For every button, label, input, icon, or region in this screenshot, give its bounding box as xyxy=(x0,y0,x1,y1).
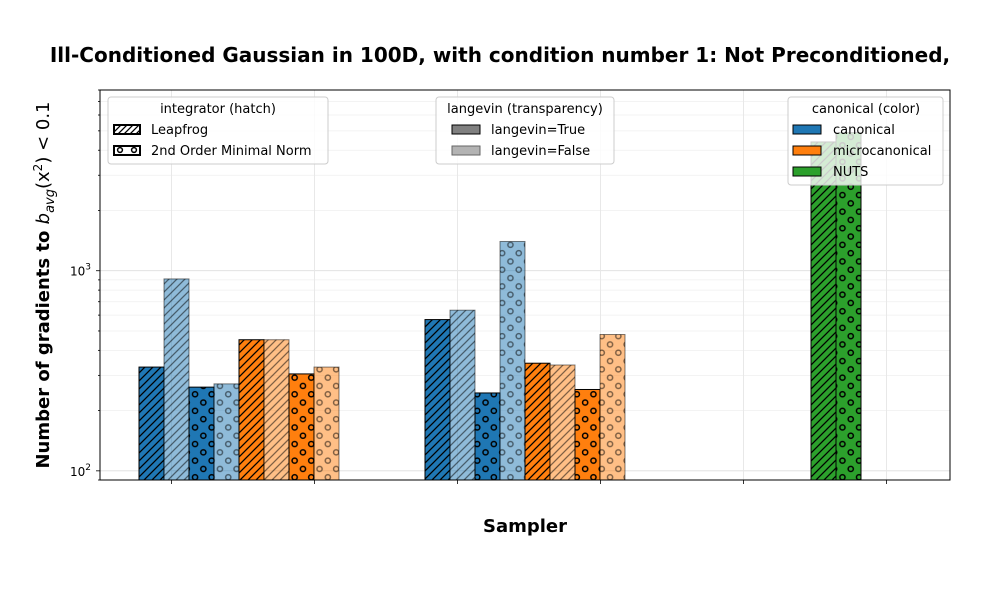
legend-label-langevin-false: langevin=False xyxy=(491,144,590,159)
bar-hatch xyxy=(525,363,550,480)
bar-canonical-minimal-norm-langevin-false xyxy=(213,383,240,481)
y-axis-label-sup: 2 xyxy=(31,164,45,172)
bar-microcanonical-minimal-norm-langevin-true xyxy=(574,388,601,481)
bar-hatch xyxy=(475,392,500,480)
y-axis-label-sub: avg xyxy=(43,189,58,213)
bar-nuts-leapfrog-langevin-true xyxy=(810,141,837,481)
legend-label-langevin-true: langevin=True xyxy=(491,123,585,138)
legend-label-nuts: NUTS xyxy=(833,165,868,180)
bar-canonical-minimal-norm-langevin-true xyxy=(188,386,215,481)
bar-hatch xyxy=(214,383,239,480)
y-axis-label: Number of gradients to bavg(x2) < 0.1 xyxy=(31,101,58,468)
bar-canonical-leapfrog-langevin-false xyxy=(449,309,476,481)
bar-hatch xyxy=(314,367,339,480)
legend-langevin: langevin (transparency) langevin=True la… xyxy=(435,96,615,165)
legend-label-minimal-norm: 2nd Order Minimal Norm xyxy=(151,144,311,159)
bar-hatch xyxy=(550,364,575,480)
x-axis-label: Sampler xyxy=(483,516,567,537)
bar-microcanonical-leapfrog-langevin-false xyxy=(263,339,290,481)
bar-hatch xyxy=(811,141,836,480)
bar-hatch xyxy=(139,367,164,480)
bar-hatch xyxy=(164,278,189,480)
bar-microcanonical-minimal-norm-langevin-false xyxy=(599,334,626,481)
bar-hatch xyxy=(239,339,264,480)
bar-hatch xyxy=(600,334,625,480)
bar-microcanonical-minimal-norm-langevin-true xyxy=(288,373,315,481)
y-axis-label-suffix: ) < 0.1 xyxy=(33,101,54,163)
bar-microcanonical-leapfrog-langevin-false xyxy=(549,364,576,481)
y-axis-label-prefix: Number of gradients to xyxy=(33,224,54,468)
legend-canonical-box xyxy=(787,96,944,186)
bar-canonical-minimal-norm-langevin-false xyxy=(499,240,526,481)
axis-ticks: 102 103 xyxy=(70,89,887,484)
bar-hatch xyxy=(575,389,600,480)
y-tick-label: 102 xyxy=(70,463,91,479)
legend-swatch-nuts xyxy=(792,166,822,177)
bar-microcanonical-leapfrog-langevin-true xyxy=(524,362,551,481)
legend-integrator-box xyxy=(107,96,329,165)
legend-langevin-title: langevin (transparency) xyxy=(447,102,603,117)
chart-title: Ill-Conditioned Gaussian in 100D, with c… xyxy=(50,43,950,67)
bar-hatch xyxy=(189,387,214,480)
bar-canonical-leapfrog-langevin-true xyxy=(138,366,165,481)
bar-hatch xyxy=(450,310,475,480)
legend-canonical: canonical (color) canonical microcanonic… xyxy=(787,96,944,186)
bar-hatch xyxy=(289,373,314,480)
bars xyxy=(138,132,862,481)
legend-label-microcanonical: microcanonical xyxy=(833,144,931,159)
y-tick-label: 103 xyxy=(70,263,91,279)
bar-nuts-minimal-norm-langevin-true xyxy=(835,132,862,481)
legend-integrator-title: integrator (hatch) xyxy=(160,102,276,117)
legend-integrator: integrator (hatch) Leapfrog 2nd Order Mi… xyxy=(107,96,329,165)
legend-swatch-leapfrog xyxy=(113,124,141,135)
legend-swatch-canonical xyxy=(792,124,822,135)
bar-canonical-leapfrog-langevin-false xyxy=(163,278,190,481)
bar-canonical-minimal-norm-langevin-true xyxy=(474,392,501,481)
bar-hatch xyxy=(264,339,289,480)
bar-hatch xyxy=(500,241,525,480)
legend-label-canonical: canonical xyxy=(833,123,895,138)
bar-canonical-leapfrog-langevin-true xyxy=(424,319,451,481)
legend-label-leapfrog: Leapfrog xyxy=(151,123,208,138)
bar-microcanonical-minimal-norm-langevin-false xyxy=(313,366,340,481)
bar-hatch xyxy=(425,319,450,480)
legend-swatch-langevin-true xyxy=(451,124,481,135)
bar-microcanonical-leapfrog-langevin-true xyxy=(238,339,265,481)
y-axis-label-b: b xyxy=(33,213,54,224)
plot-area-frame xyxy=(99,89,951,481)
bar-hatch xyxy=(836,132,861,481)
legend-swatch-langevin-false xyxy=(451,145,481,156)
y-axis-label-mid: (x xyxy=(33,171,54,189)
legend-swatch-microcanonical xyxy=(792,145,822,156)
legend-canonical-title: canonical (color) xyxy=(812,102,920,117)
legend-swatch-minimal-norm xyxy=(113,145,141,156)
